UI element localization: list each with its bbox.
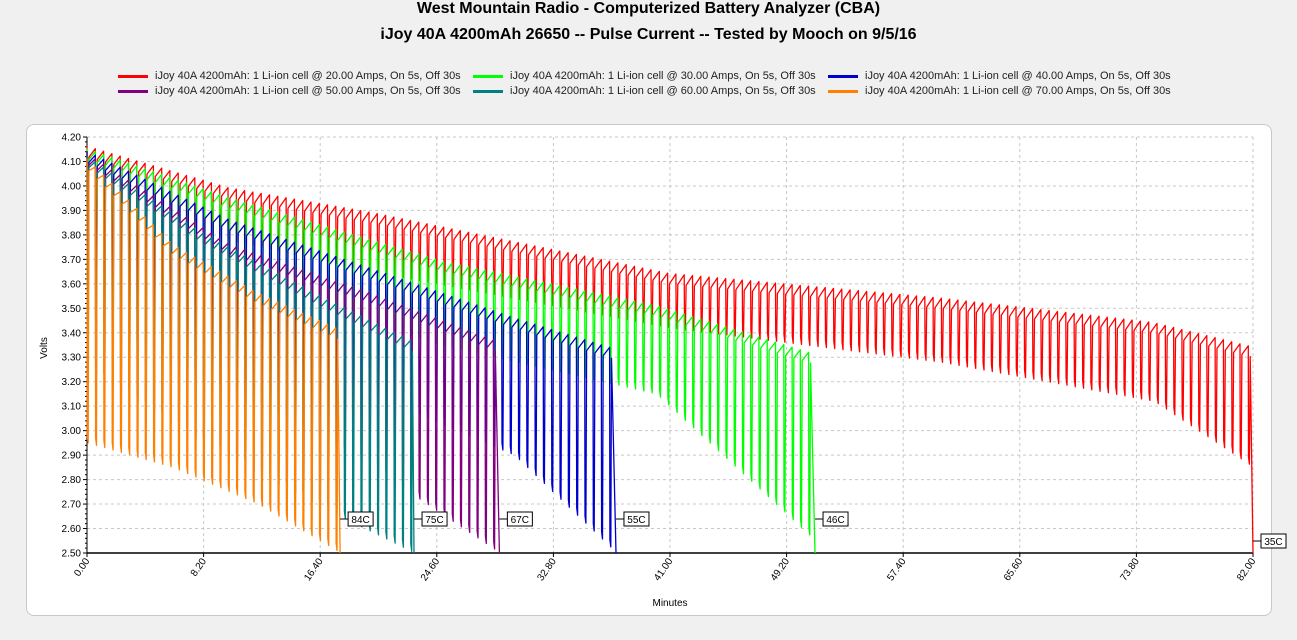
end-label-box (1260, 533, 1287, 549)
y-tick-label: 3.50 (62, 304, 82, 315)
end-label: 35C (1253, 533, 1287, 549)
x-tick-label: 82.00 (1235, 556, 1259, 583)
y-tick-label: 3.80 (62, 230, 82, 241)
y-tick-label: 3.90 (62, 206, 82, 217)
end-label: 46C (815, 511, 849, 527)
legend-label: iJoy 40A 4200mAh: 1 Li-ion cell @ 60.00 … (510, 85, 816, 97)
end-label-text: 35C (1264, 537, 1282, 548)
y-tick-label: 3.30 (62, 353, 82, 364)
legend-swatch (473, 75, 503, 78)
chart-title: West Mountain Radio - Computerized Batte… (416, 0, 881, 17)
x-tick-label: 73.80 (1118, 556, 1142, 583)
end-label-text: 55C (627, 515, 645, 526)
end-label-box (347, 511, 374, 527)
legend-swatch (828, 90, 858, 93)
legend-label: iJoy 40A 4200mAh: 1 Li-ion cell @ 20.00 … (155, 70, 461, 82)
chart-subtitle: iJoy 40A 4200mAh 26650 -- Pulse Current … (380, 26, 917, 43)
y-tick-label: 2.90 (62, 451, 82, 462)
legend-swatch (473, 90, 503, 93)
y-tick-label: 3.20 (62, 377, 82, 388)
legend-label: iJoy 40A 4200mAh: 1 Li-ion cell @ 50.00 … (155, 85, 461, 97)
x-tick-label: 32.80 (535, 556, 559, 583)
end-label: 55C (615, 511, 650, 527)
y-tick-label: 3.70 (62, 255, 82, 266)
y-tick-label: 2.60 (62, 524, 82, 535)
y-tick-label: 3.10 (62, 402, 82, 413)
end-label-box (506, 511, 533, 527)
x-tick-label: 24.60 (419, 556, 443, 583)
y-tick-label: 2.80 (62, 475, 82, 486)
plot-panel (26, 124, 1272, 616)
x-tick-label: 49.20 (769, 556, 793, 583)
end-label-text: 84C (351, 515, 369, 526)
y-tick-label: 3.40 (62, 328, 82, 339)
legend-swatch (828, 75, 858, 78)
legend-label: iJoy 40A 4200mAh: 1 Li-ion cell @ 40.00 … (865, 70, 1171, 82)
x-tick-label: 41.00 (652, 556, 676, 583)
series-line (86, 153, 501, 554)
end-label-box (822, 511, 849, 527)
x-tick-label: 16.40 (302, 556, 326, 583)
y-tick-label: 2.70 (62, 500, 82, 511)
legend-label: iJoy 40A 4200mAh: 1 Li-ion cell @ 70.00 … (865, 85, 1171, 97)
y-tick-label: 3.60 (62, 279, 82, 290)
x-tick-label: 8.20 (189, 556, 209, 579)
end-label: 67C (499, 511, 533, 527)
y-tick-label: 4.20 (62, 133, 82, 144)
y-axis-label: Volts (39, 337, 50, 359)
y-tick-label: 4.00 (62, 181, 82, 192)
end-label-text: 75C (425, 515, 443, 526)
x-axis-label: Minutes (652, 598, 687, 609)
legend-swatch (118, 90, 148, 93)
y-tick-label: 4.10 (62, 157, 82, 168)
end-label-text: 67C (511, 515, 529, 526)
end-label-box (623, 511, 650, 527)
legend-swatch (118, 75, 148, 78)
y-tick-label: 2.50 (62, 549, 82, 560)
end-label: 75C (414, 511, 448, 527)
end-label: 84C (340, 511, 374, 527)
x-tick-label: 57.40 (885, 556, 909, 583)
end-label-text: 46C (826, 515, 844, 526)
end-label-box (421, 511, 448, 527)
series-line (86, 156, 415, 554)
legend-label: iJoy 40A 4200mAh: 1 Li-ion cell @ 30.00 … (510, 70, 816, 82)
series-line (86, 158, 341, 554)
y-tick-label: 3.00 (62, 426, 82, 437)
x-tick-label: 65.60 (1002, 556, 1026, 583)
